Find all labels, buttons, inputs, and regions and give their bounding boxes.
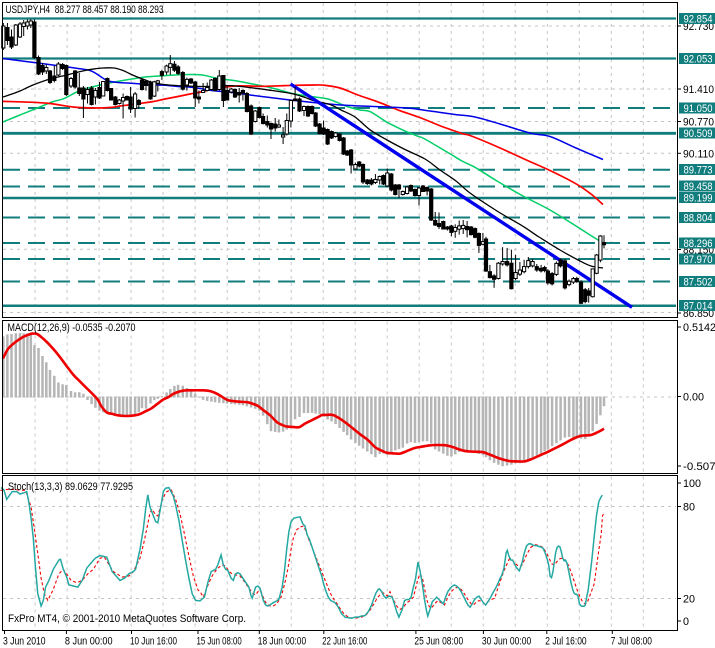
svg-text:7 Jul 08:00: 7 Jul 08:00 [611,636,652,648]
svg-text:USDJPY,H4 88.277 88.457 88.19: USDJPY,H4 88.277 88.457 88.190 88.293 [6,4,164,16]
svg-text:87.970: 87.970 [684,254,713,266]
svg-text:92.854: 92.854 [684,14,713,26]
svg-text:88.804: 88.804 [684,213,713,225]
svg-text:10 Jun 16:00: 10 Jun 16:00 [130,636,177,648]
svg-text:MACD(12,26,9) -0.0535 -0.2070: MACD(12,26,9) -0.0535 -0.2070 [8,322,136,334]
svg-text:0: 0 [683,616,689,628]
svg-text:15 Jun 08:00: 15 Jun 08:00 [197,636,242,648]
svg-text:89.458: 89.458 [684,181,713,193]
svg-text:18 Jun 00:00: 18 Jun 00:00 [258,636,306,648]
svg-text:90.509: 90.509 [684,128,713,140]
svg-text:0.5142: 0.5142 [683,322,715,334]
svg-text:22 Jun 16:00: 22 Jun 16:00 [322,636,367,648]
svg-text:0.00: 0.00 [683,392,704,404]
svg-text:90.110: 90.110 [683,148,714,160]
svg-text:88.296: 88.296 [684,238,713,250]
svg-text:100: 100 [683,478,701,490]
svg-text:FxPro MT4, © 2001-2010 MetaQuo: FxPro MT4, © 2001-2010 MetaQuotes Softwa… [8,613,246,625]
svg-text:87.502: 87.502 [684,277,713,289]
svg-text:3 Jun 2010: 3 Jun 2010 [3,636,46,648]
svg-text:91.050: 91.050 [684,103,713,115]
svg-text:92.053: 92.053 [684,54,713,66]
svg-text:8 Jun 00:00: 8 Jun 00:00 [65,636,113,648]
svg-text:25 Jun 08:00: 25 Jun 08:00 [414,636,463,648]
svg-text:2 Jul 16:00: 2 Jul 16:00 [545,636,586,648]
svg-text:90.770: 90.770 [683,117,714,129]
svg-text:-0.5076: -0.5076 [683,461,715,473]
svg-text:87.014: 87.014 [684,301,713,313]
svg-text:20: 20 [683,594,695,606]
svg-text:30 Jun 00:00: 30 Jun 00:00 [482,636,531,648]
svg-text:91.410: 91.410 [683,84,714,96]
svg-text:89.773: 89.773 [684,165,713,177]
svg-text:80: 80 [683,502,695,514]
svg-text:Stoch(13,3,3) 89.0629 77.9295: Stoch(13,3,3) 89.0629 77.9295 [8,481,133,493]
svg-text:89.199: 89.199 [684,193,713,205]
